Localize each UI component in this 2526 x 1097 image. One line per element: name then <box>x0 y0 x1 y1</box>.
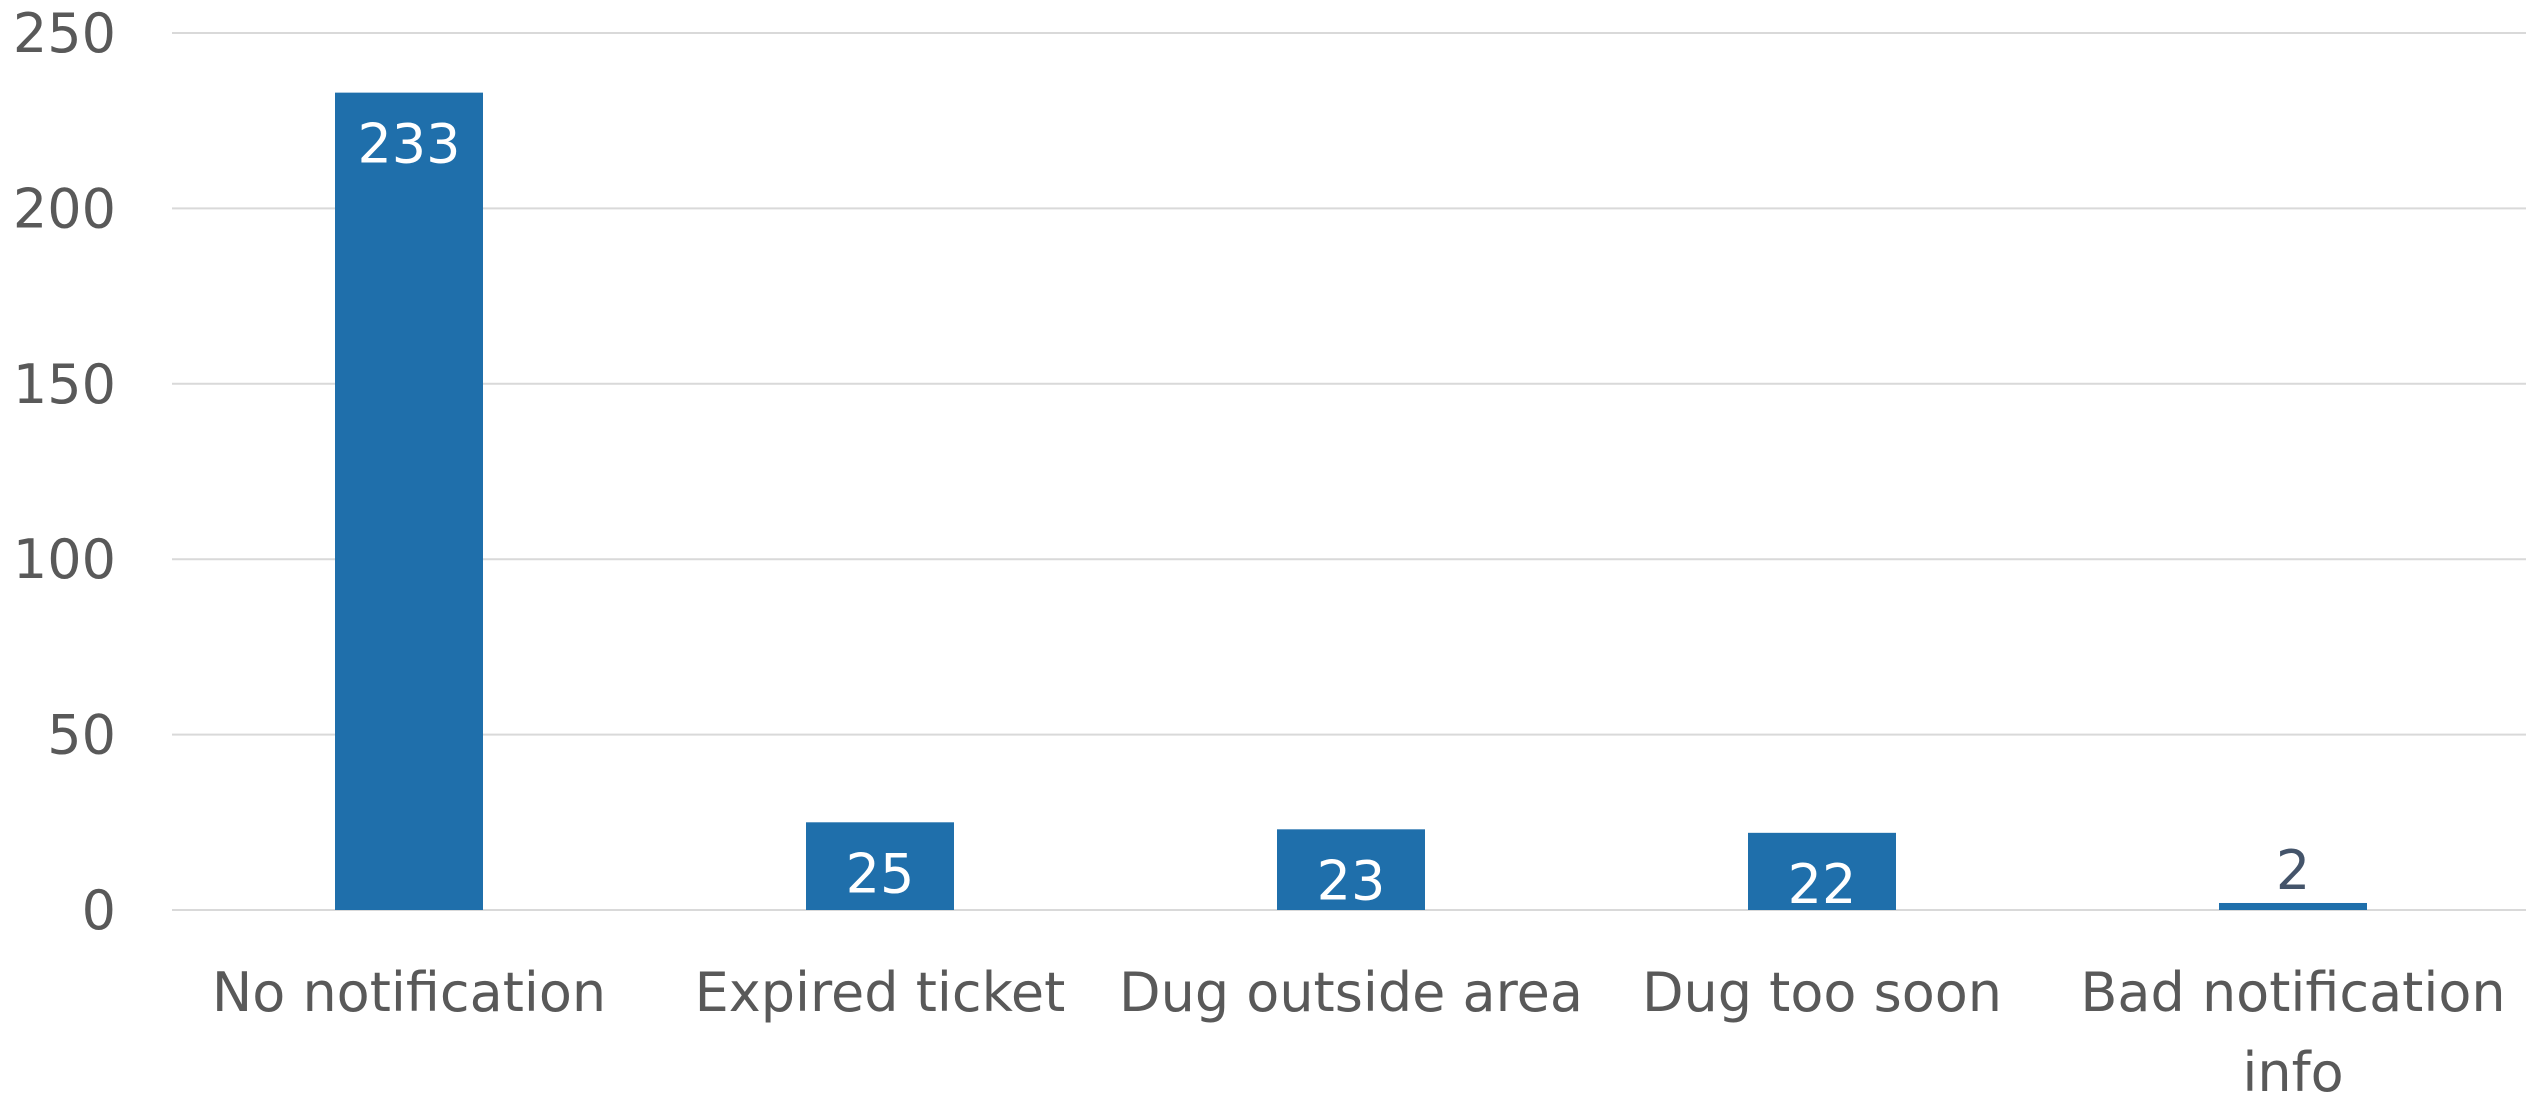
y-tick-label: 50 <box>47 704 116 767</box>
y-axis: 0 50 100 150 200 250 <box>13 2 116 942</box>
x-tick-label: Dug outside area <box>1119 961 1583 1024</box>
y-tick-label: 200 <box>13 177 116 240</box>
y-tick-label: 150 <box>13 353 116 416</box>
bar <box>1277 829 1425 910</box>
data-label: 23 <box>1317 849 1386 912</box>
y-tick-label: 100 <box>13 528 116 591</box>
bar <box>806 822 954 910</box>
bar <box>335 92 483 911</box>
y-tick-label: 250 <box>13 2 116 65</box>
x-tick-label: No notification <box>212 961 606 1024</box>
y-tick-label: 0 <box>82 879 116 942</box>
x-tick-label: Expired ticket <box>695 961 1066 1024</box>
bar <box>1748 832 1896 910</box>
bar <box>2219 902 2367 910</box>
data-label: 22 <box>1788 853 1857 916</box>
bar-series <box>335 92 2367 911</box>
x-tick-label: Bad notification <box>2080 961 2505 1024</box>
data-label: 2 <box>2276 839 2310 902</box>
gridlines <box>172 32 2526 911</box>
x-tick-label: Dug too soon <box>1642 961 2002 1024</box>
x-axis: No notification Expired ticket Dug outside… <box>212 961 2506 1097</box>
x-tick-label: info <box>2242 1041 2343 1097</box>
data-label: 25 <box>846 842 915 905</box>
data-label: 233 <box>357 113 460 176</box>
